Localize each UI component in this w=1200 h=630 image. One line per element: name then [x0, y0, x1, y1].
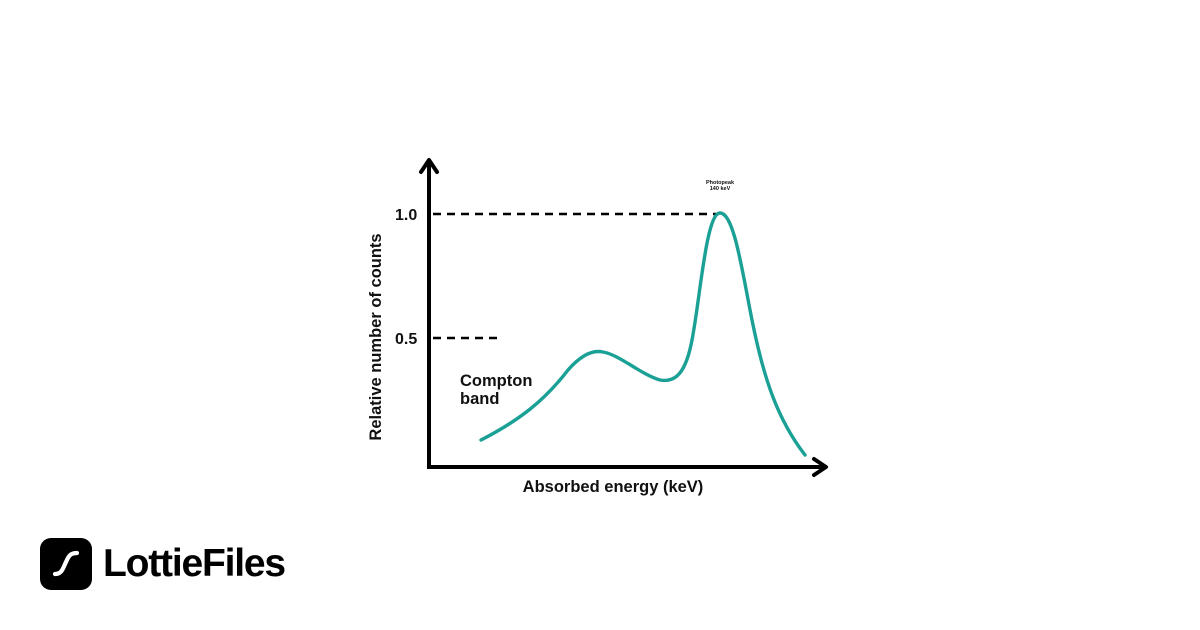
- brand-name: LottieFiles: [103, 542, 286, 585]
- y-tick-0-5: 0.5: [395, 331, 417, 348]
- lottie-logo-icon: [40, 538, 92, 590]
- y-tick-1-0: 1.0: [395, 207, 417, 224]
- x-axis-arrow-icon: [812, 457, 828, 477]
- spectrum-curve: [479, 211, 807, 457]
- compton-band-label-line2: band: [460, 390, 499, 408]
- photopeak-label-line2: 140 keV: [710, 186, 731, 192]
- y-axis-arrow-icon: [419, 158, 439, 174]
- x-axis-label: Absorbed energy (keV): [523, 478, 704, 496]
- photopeak-label-line1: Photopeak: [706, 180, 735, 186]
- brand-logo: LottieFiles: [40, 538, 286, 590]
- y-axis-label: Relative number of counts: [367, 233, 385, 440]
- compton-band-label-line1: Compton: [460, 372, 532, 390]
